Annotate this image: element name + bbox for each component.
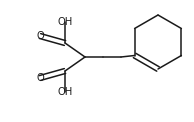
Text: O: O (36, 73, 44, 83)
Text: O: O (36, 31, 44, 41)
Text: OH: OH (57, 87, 73, 97)
Text: OH: OH (57, 17, 73, 27)
